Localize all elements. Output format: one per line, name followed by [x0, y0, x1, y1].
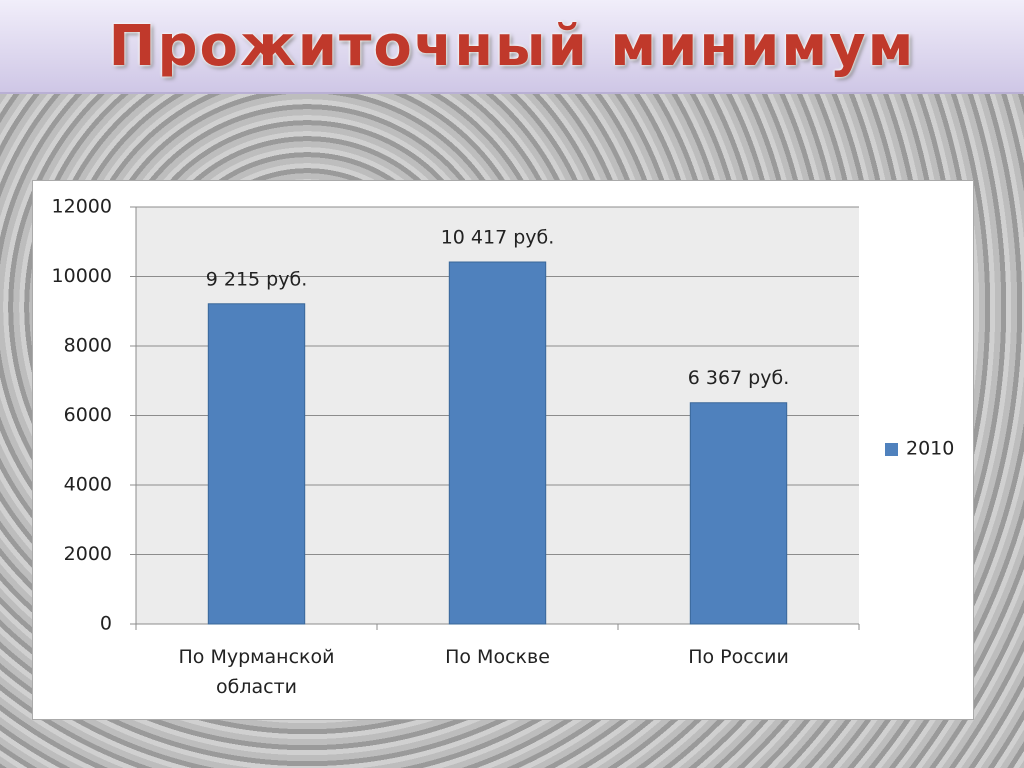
- header: Прожиточный минимум: [0, 0, 1024, 94]
- bar: [448, 261, 547, 625]
- data-label: 9 215 руб.: [206, 268, 308, 290]
- x-tick-label: По Мурманской области: [178, 646, 335, 698]
- legend-swatch: [885, 443, 898, 456]
- data-label: 10 417 руб.: [441, 227, 555, 249]
- x-tick-label: По России: [688, 646, 789, 668]
- bar: [207, 303, 306, 625]
- y-tick-label: 10000: [52, 265, 112, 287]
- y-tick-label: 2000: [64, 543, 112, 565]
- data-label: 6 367 руб.: [688, 367, 790, 389]
- y-tick-label: 12000: [52, 196, 112, 218]
- chart-title: Прожиточный минимум: [108, 14, 916, 79]
- y-tick-label: 8000: [64, 335, 112, 357]
- y-tick-label: 0: [100, 613, 112, 635]
- bar: [689, 402, 788, 625]
- x-tick-label: По Москве: [445, 646, 550, 668]
- y-tick-label: 6000: [64, 404, 112, 426]
- y-tick-label: 4000: [64, 474, 112, 496]
- legend-label: 2010: [906, 438, 954, 460]
